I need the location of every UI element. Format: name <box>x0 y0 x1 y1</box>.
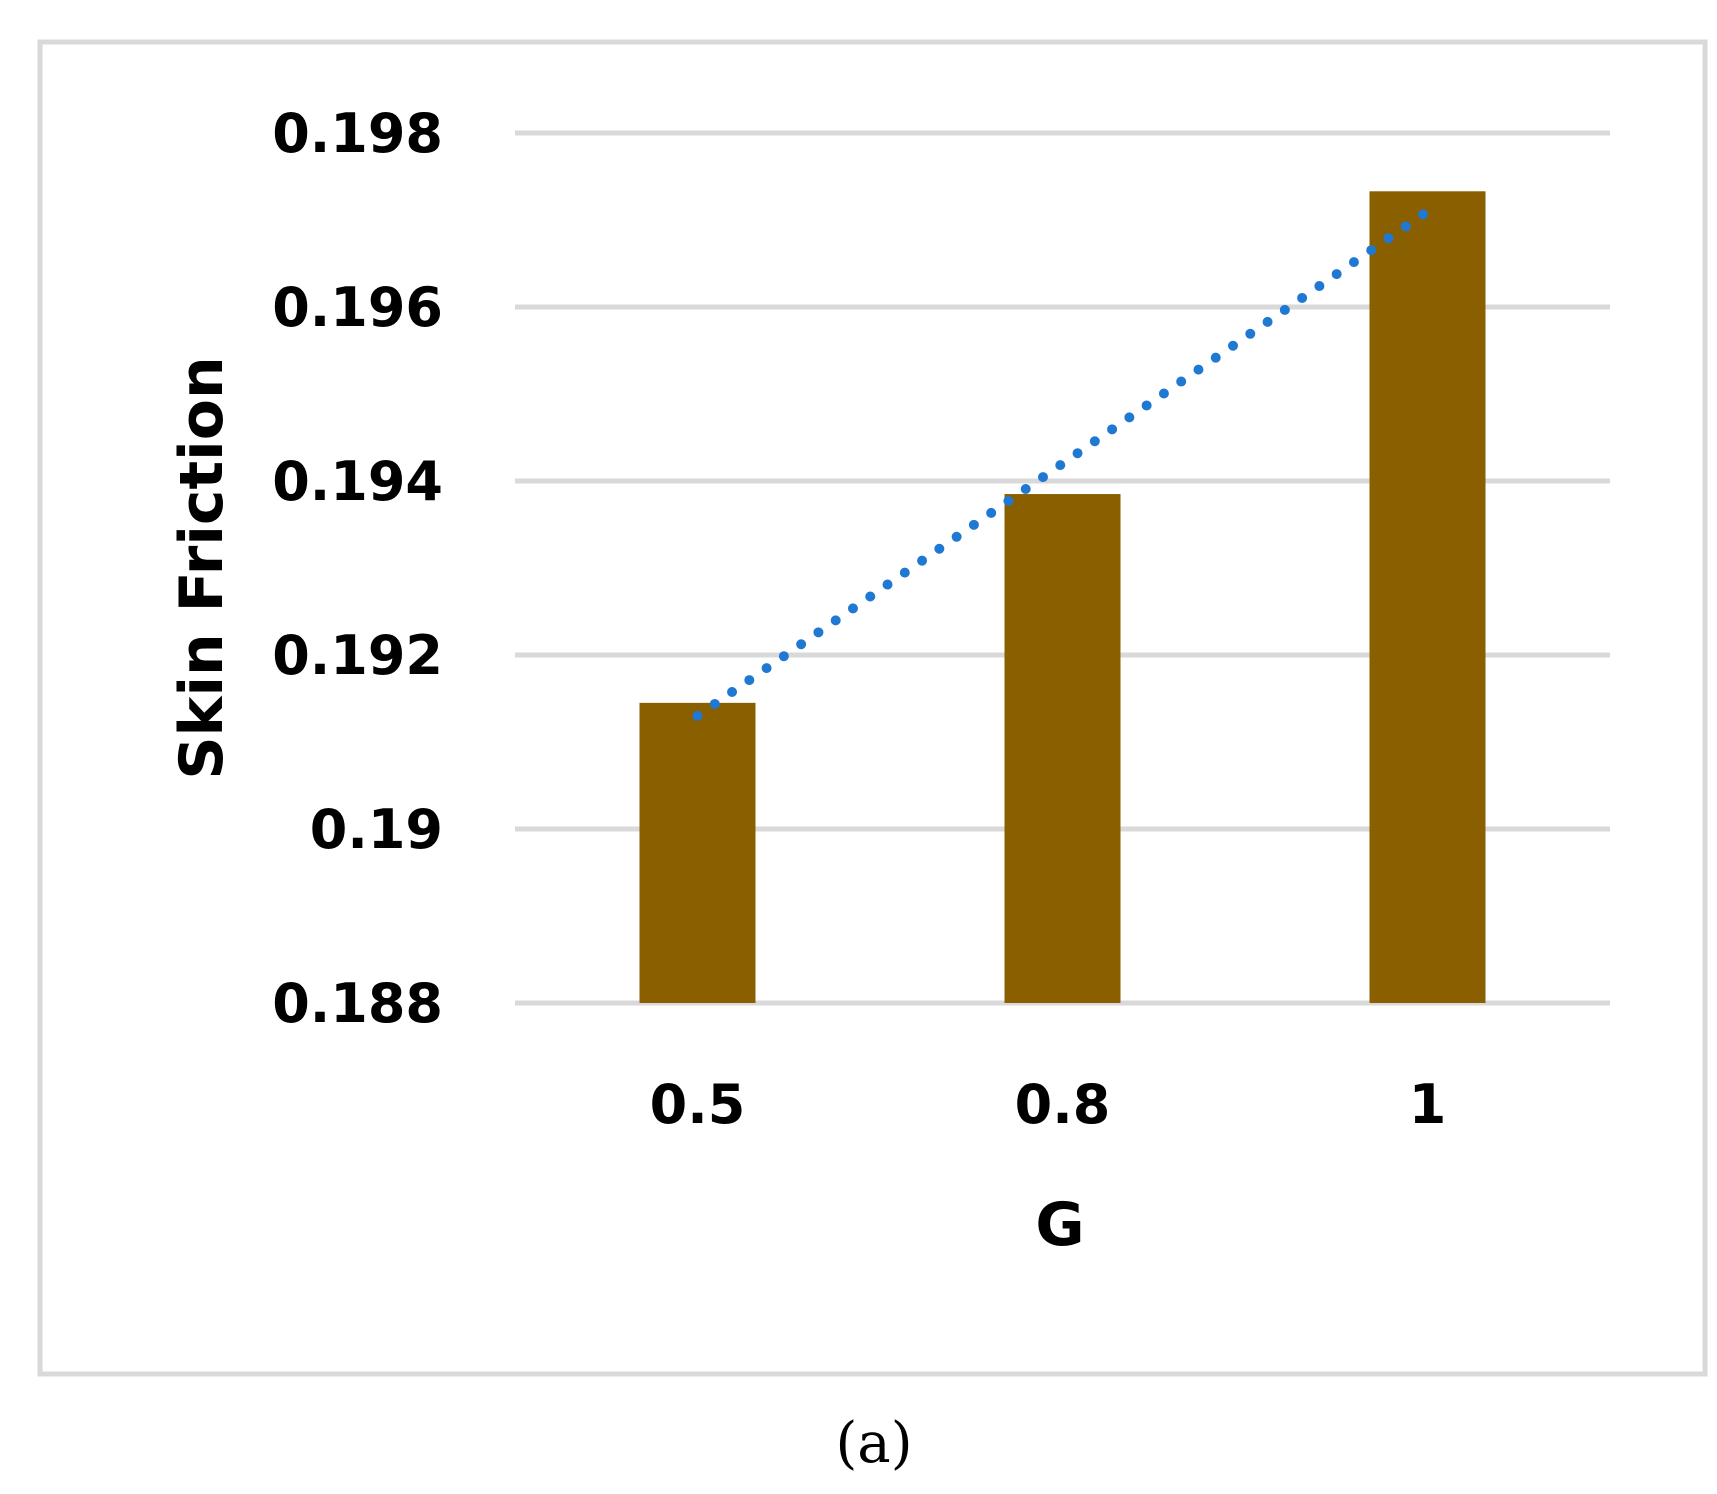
y-tick-label: 0.198 <box>272 102 443 165</box>
x-tick-label: 1 <box>1409 1073 1447 1136</box>
bar <box>1004 494 1121 1003</box>
bar <box>1369 191 1486 1004</box>
y-tick-label: 0.196 <box>272 276 443 339</box>
y-tick-label: 0.194 <box>272 450 443 513</box>
trendline-layer <box>692 206 1433 721</box>
y-axis-title: Skin Friction <box>167 356 237 779</box>
x-tick-labels: 0.5 0.8 1 <box>650 1073 1447 1136</box>
y-tick-label: 0.188 <box>272 972 443 1035</box>
bars <box>639 191 1486 1004</box>
bar <box>639 702 756 1003</box>
y-tick-label: 0.192 <box>272 624 443 687</box>
y-tick-label: 0.19 <box>310 798 443 861</box>
x-axis-title: G <box>1035 1190 1084 1260</box>
y-tick-labels: 0.188 0.19 0.192 0.194 0.196 0.198 <box>272 102 443 1035</box>
x-tick-label: 0.5 <box>650 1073 746 1136</box>
x-tick-label: 0.8 <box>1015 1073 1111 1136</box>
trendline <box>692 206 1433 721</box>
figure-caption: (a) <box>835 1411 912 1476</box>
